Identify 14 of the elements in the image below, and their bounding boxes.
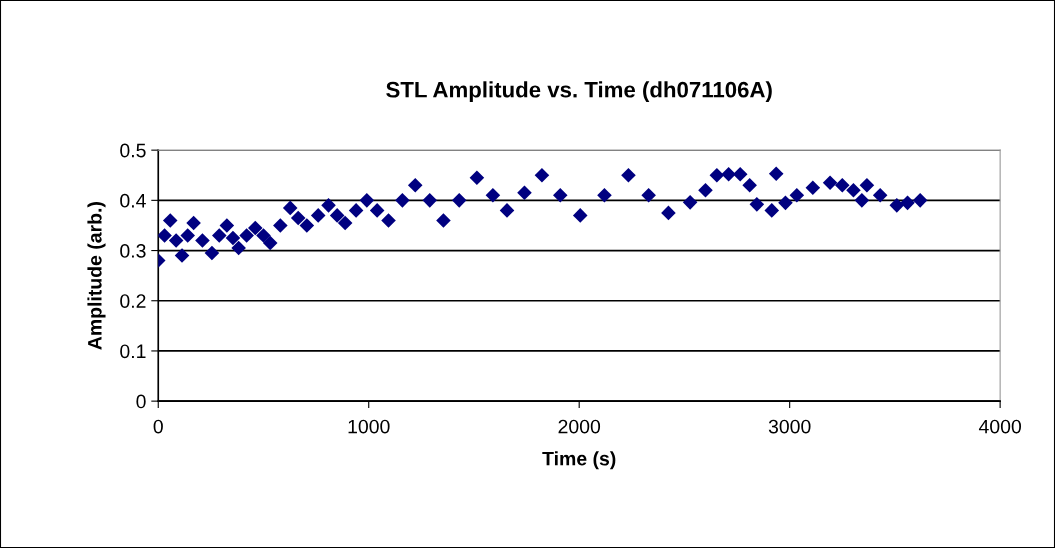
y-axis-title: Amplitude (arb.) xyxy=(87,202,106,350)
y-tick-label: 0.3 xyxy=(120,244,146,258)
y-tick-label: 0.5 xyxy=(120,143,146,158)
x-tick-label: 3000 xyxy=(768,419,811,434)
x-tick-label: 4000 xyxy=(978,419,1022,434)
x-tick-label: 1000 xyxy=(348,419,390,434)
x-tick-label: 0 xyxy=(153,419,163,434)
y-tick-label: 0.1 xyxy=(120,344,146,359)
y-tick-label: 0.4 xyxy=(120,193,146,208)
y-tick-label: 0.2 xyxy=(120,294,146,308)
y-tick-label: 0 xyxy=(136,394,146,409)
chart-title: STL Amplitude vs. Time (dh071106A) xyxy=(386,81,772,102)
x-axis-title: Time (s) xyxy=(542,451,616,470)
x-tick-label: 2000 xyxy=(558,419,601,434)
